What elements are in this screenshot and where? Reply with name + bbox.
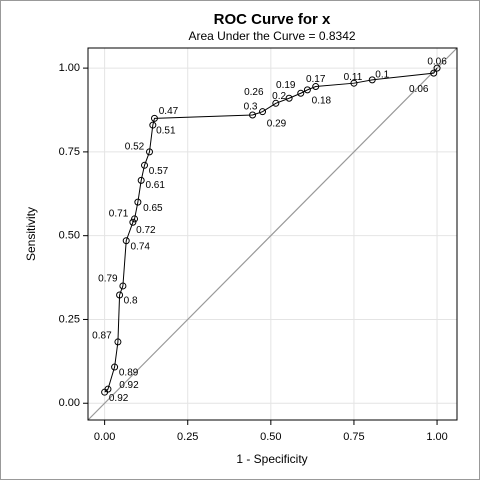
point-label: 0.92 xyxy=(119,380,139,391)
point-label: 0.89 xyxy=(119,368,139,379)
x-tick-label: 0.75 xyxy=(343,431,364,443)
y-tick-label: 0.50 xyxy=(59,230,80,242)
roc-point xyxy=(104,385,112,393)
point-label: 0.71 xyxy=(109,209,129,220)
reference-line xyxy=(87,47,458,421)
roc-point xyxy=(150,114,158,122)
roc-point xyxy=(430,69,438,77)
point-label: 0.79 xyxy=(98,274,118,285)
roc-point xyxy=(134,198,142,206)
point-label: 0.26 xyxy=(244,87,264,98)
roc-point xyxy=(131,215,139,223)
roc-point xyxy=(272,99,280,107)
point-label: 0.74 xyxy=(130,241,150,252)
roc-point xyxy=(312,83,320,91)
point-label: 0.51 xyxy=(156,126,176,137)
point-label: 0.8 xyxy=(124,296,138,307)
roc-point xyxy=(350,79,358,87)
roc-point xyxy=(137,176,145,184)
y-tick-label: 0.25 xyxy=(59,313,80,325)
point-label: 0.29 xyxy=(267,118,287,129)
y-tick-label: 0.00 xyxy=(59,397,80,409)
point-label: 0.3 xyxy=(244,102,258,113)
roc-point xyxy=(297,89,305,97)
roc-point xyxy=(146,148,153,156)
point-label: 0.52 xyxy=(125,142,145,153)
point-label: 0.61 xyxy=(145,180,165,191)
roc-point xyxy=(433,64,441,72)
roc-point xyxy=(122,237,130,245)
x-tick-label: 1.00 xyxy=(426,431,447,443)
roc-point xyxy=(141,161,149,169)
chart-title: ROC Curve for x xyxy=(214,11,331,28)
point-label: 0.06 xyxy=(409,84,429,95)
point-label: 0.65 xyxy=(143,203,163,214)
point-label: 0.87 xyxy=(92,331,112,342)
point-label: 0.11 xyxy=(344,72,363,83)
roc-point xyxy=(249,111,257,119)
point-label: 0.2 xyxy=(272,91,286,102)
plot-frame xyxy=(87,47,458,421)
y-tick-label: 0.75 xyxy=(59,146,80,158)
y-axis-label: Sensitivity xyxy=(24,207,38,261)
point-label: 0.72 xyxy=(136,225,156,236)
y-tick-label: 1.00 xyxy=(59,62,80,74)
x-tick-label: 0.00 xyxy=(94,431,115,443)
point-label: 0.06 xyxy=(427,57,447,68)
point-label: 0.47 xyxy=(159,106,179,117)
point-label: 0.18 xyxy=(312,96,332,107)
roc-point xyxy=(129,218,137,226)
roc-point xyxy=(119,282,127,290)
x-tick-label: 0.25 xyxy=(177,431,198,443)
point-label: 0.1 xyxy=(375,69,389,80)
point-label: 0.92 xyxy=(109,393,129,404)
x-axis-label: 1 - Specificity xyxy=(236,452,307,466)
roc-point xyxy=(259,108,267,116)
roc-curve xyxy=(104,67,438,393)
point-label: 0.57 xyxy=(149,166,169,177)
point-label: 0.17 xyxy=(306,74,326,85)
roc-point xyxy=(116,291,124,299)
roc-point xyxy=(285,94,293,102)
roc-point xyxy=(303,86,311,94)
roc-point xyxy=(114,338,122,346)
chart-subtitle: Area Under the Curve = 0.8342 xyxy=(188,29,355,43)
x-tick-label: 0.50 xyxy=(260,431,281,443)
roc-point xyxy=(368,76,376,84)
roc-point xyxy=(111,363,119,371)
roc-point xyxy=(149,121,157,129)
point-label: 0.19 xyxy=(276,80,296,91)
